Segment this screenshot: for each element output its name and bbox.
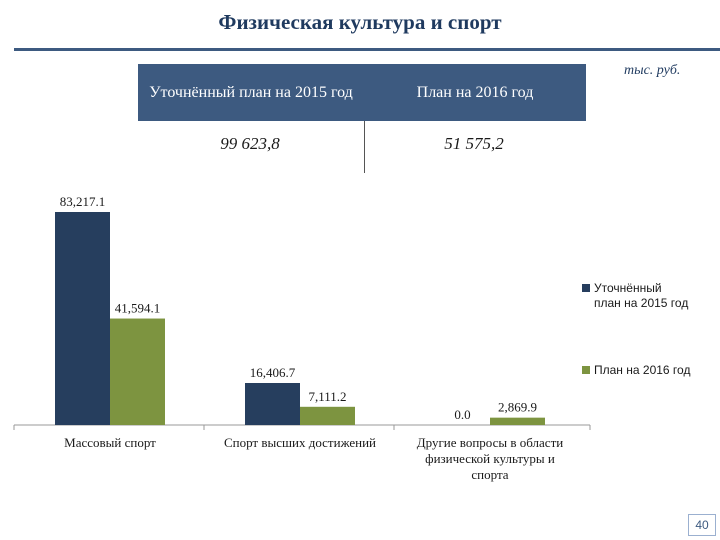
legend-label: Уточнённый план на 2015 год	[594, 281, 688, 310]
bar-2016-2	[490, 417, 545, 425]
table-value-2015: 99 623,8	[220, 134, 280, 153]
title-divider	[14, 48, 720, 51]
legend-swatch	[582, 284, 590, 292]
legend-label: План на 2016 год	[594, 363, 690, 377]
data-label: 83,217.1	[60, 194, 106, 209]
data-label: 41,594.1	[115, 301, 161, 316]
bar-2015-1	[245, 383, 300, 425]
table-header-2016: План на 2016 год	[416, 84, 534, 101]
category-label: Массовый спорт	[64, 435, 156, 450]
bar-2016-0	[110, 318, 165, 425]
table-header: Уточнённый план на 2015 год План на 2016…	[138, 64, 586, 121]
bar-2015-0	[55, 212, 110, 425]
data-label: 7,111.2	[308, 389, 346, 404]
category-label: Спорт высших достижений	[224, 435, 376, 450]
page-number: 40	[688, 514, 716, 536]
data-label: 2,869.9	[498, 400, 537, 415]
table-value-2016: 51 575,2	[444, 134, 504, 153]
legend-swatch	[582, 366, 590, 374]
data-label: 0.0	[454, 407, 470, 422]
category-label: Другие вопросы в области физической культ…	[417, 435, 563, 482]
bar-2016-1	[300, 406, 355, 425]
page-title: Физическая культура и спорт	[218, 10, 502, 34]
data-label: 16,406.7	[250, 365, 296, 380]
units-label: тыс. руб.	[624, 63, 681, 78]
table-divider	[364, 121, 365, 173]
table-header-2015: Уточнённый план на 2015 год	[149, 84, 353, 101]
